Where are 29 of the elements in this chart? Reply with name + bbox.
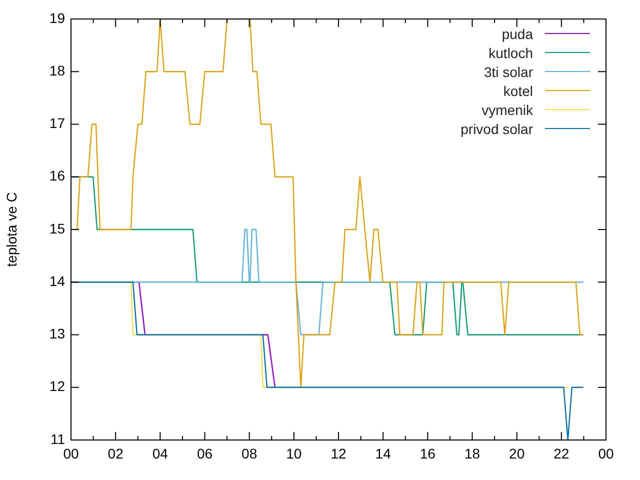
- y-tick-label: 17: [49, 115, 66, 132]
- y-tick-label: 16: [49, 168, 66, 184]
- legend-label: kutloch: [488, 44, 533, 60]
- x-tick-label: 18: [464, 445, 480, 462]
- x-tick-label: 02: [108, 445, 124, 462]
- x-tick-label: 22: [554, 445, 570, 462]
- legend-label: 3ti solar: [484, 64, 533, 80]
- x-tick-label: 00: [598, 445, 614, 462]
- y-tick-label: 15: [49, 220, 66, 236]
- x-tick-label: 14: [375, 445, 392, 462]
- legend-label: privod solar: [460, 120, 533, 136]
- y-axis-title: teplota ve C: [3, 192, 20, 267]
- x-tick-label: 12: [330, 445, 346, 462]
- x-tick-label: 10: [286, 445, 302, 462]
- x-tick-label: 16: [420, 445, 436, 462]
- x-tick-label: 20: [509, 445, 525, 462]
- y-tick-label: 11: [50, 430, 66, 447]
- x-tick-label: 00: [63, 445, 79, 462]
- y-tick-label: 19: [49, 10, 66, 26]
- legend-label: puda: [502, 26, 533, 42]
- x-tick-label: 04: [152, 445, 168, 462]
- y-tick-label: 13: [49, 326, 66, 342]
- y-tick-label: 14: [49, 272, 66, 289]
- legend-label: kotel: [503, 82, 533, 98]
- y-tick-label: 12: [49, 378, 66, 394]
- legend-label: vymenik: [482, 102, 533, 118]
- y-tick-label: 18: [49, 62, 66, 78]
- x-tick-label: 08: [242, 445, 258, 462]
- x-tick-label: 06: [196, 445, 213, 462]
